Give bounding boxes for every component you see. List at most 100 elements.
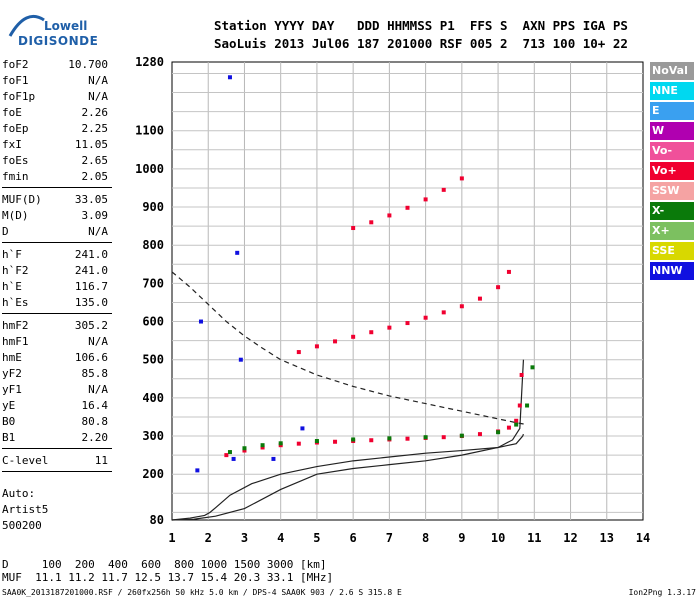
parameter-name: hmF2 [2, 319, 29, 332]
parameter-name: M(D) [2, 209, 29, 222]
data-point [227, 450, 232, 455]
parameter-name: foF1 [2, 74, 29, 87]
data-point [296, 441, 301, 446]
parameter-row: foEp 2.25 [2, 121, 112, 137]
y-tick-label: 1000 [135, 162, 164, 176]
data-point [423, 435, 428, 440]
parameter-value: 106.6 [74, 351, 108, 364]
x-tick-label: 1 [168, 531, 175, 545]
data-point [333, 439, 338, 444]
data-point [514, 418, 519, 423]
parameter-row: B0 80.8 [2, 414, 112, 430]
parameter-value: 2.05 [81, 170, 109, 183]
y-tick-label: 1100 [135, 124, 164, 138]
parameter-name: h`F [2, 248, 22, 261]
data-point [405, 205, 410, 210]
data-point [530, 365, 535, 370]
parameter-name: MUF(D) [2, 193, 42, 206]
parameter-value: 11 [94, 454, 108, 467]
data-point [517, 403, 522, 408]
data-point [227, 75, 232, 80]
x-tick-label: 12 [563, 531, 577, 545]
parameter-value: 116.7 [74, 280, 108, 293]
x-tick-label: 13 [600, 531, 614, 545]
data-point [459, 433, 464, 438]
data-point [224, 453, 229, 458]
legend-item: X- [650, 202, 694, 220]
data-point [278, 441, 283, 446]
data-point [506, 269, 511, 274]
data-point [351, 334, 356, 339]
y-tick-label: 900 [142, 200, 164, 214]
parameter-value: N/A [88, 383, 108, 396]
parameter-row: h`F2 241.0 [2, 263, 112, 279]
auto-artist: Artist5 [2, 503, 49, 516]
parameter-row: D N/A [2, 224, 112, 240]
data-point [235, 250, 240, 255]
data-point [231, 456, 236, 461]
parameter-row: h`Es 135.0 [2, 295, 112, 311]
profile-curve [171, 271, 528, 426]
parameter-row: fxI 11.05 [2, 137, 112, 153]
parameter-name: yE [2, 399, 16, 412]
data-point [405, 436, 410, 441]
data-point [387, 213, 392, 218]
parameter-row: foF1p N/A [2, 89, 112, 105]
parameter-row: foF2 10.700 [2, 57, 112, 73]
data-point [351, 226, 356, 231]
data-point [441, 187, 446, 192]
parameter-name: h`E [2, 280, 22, 293]
x-tick-label: 6 [350, 531, 357, 545]
parameter-name: foEs [2, 154, 29, 167]
plot-area [171, 61, 644, 521]
legend-item: SSW [650, 182, 694, 200]
parameter-name: yF2 [2, 367, 22, 380]
data-point [369, 438, 374, 443]
data-point [351, 437, 356, 442]
data-point [195, 468, 200, 473]
x-tick-label: 10 [491, 531, 505, 545]
parameter-name: fmin [2, 170, 29, 183]
parameter-value: 241.0 [74, 248, 108, 261]
y-tick-label: 600 [142, 315, 164, 329]
digisonde-logo: Lowell DIGISONDE [6, 10, 98, 48]
y-tick-label: 1280 [135, 55, 164, 69]
parameter-name: foF2 [2, 58, 29, 71]
data-point [441, 435, 446, 440]
parameter-separator [2, 187, 112, 188]
parameter-value: 10.700 [68, 58, 108, 71]
parameter-row: MUF(D) 33.05 [2, 192, 112, 208]
parameter-value: 2.65 [81, 154, 109, 167]
parameter-row: C-level 11 [2, 453, 112, 469]
data-point [423, 315, 428, 320]
parameter-row: hmF1 N/A [2, 334, 112, 350]
y-tick-label: 800 [142, 238, 164, 252]
parameter-separator [2, 313, 112, 314]
parameter-value: 241.0 [74, 264, 108, 277]
x-tick-label: 8 [422, 531, 429, 545]
parameter-value: 33.05 [74, 193, 108, 206]
file-info: SAA0K_2013187201000.RSF / 260fx256h 50 k… [2, 588, 402, 597]
parameter-value: 135.0 [74, 296, 108, 309]
profile-curve [171, 359, 525, 521]
data-point [198, 319, 203, 324]
x-tick-label: 7 [386, 531, 393, 545]
auto-scaling-info: Auto: Artist5 500200 [2, 486, 48, 534]
station-header-values: SaoLuis 2013 Jul06 187 201000 RSF 005 2 … [214, 36, 628, 51]
parameter-row: foE 2.26 [2, 105, 112, 121]
parameter-name: foEp [2, 122, 29, 135]
parameter-value: 11.05 [74, 138, 108, 151]
parameter-separator [2, 242, 112, 243]
distance-row: D 100 200 400 600 800 1000 1500 3000 [km… [2, 558, 327, 571]
parameter-separator [2, 448, 112, 449]
parameter-name: B1 [2, 431, 16, 444]
x-tick-label: 5 [313, 531, 320, 545]
y-tick-label: 200 [142, 467, 164, 481]
y-tick-label: 700 [142, 276, 164, 290]
parameter-value: N/A [88, 225, 108, 238]
parameter-name: hmF1 [2, 335, 29, 348]
x-tick-label: 11 [527, 531, 541, 545]
parameter-row: yF2 85.8 [2, 366, 112, 382]
parameter-value: N/A [88, 90, 108, 103]
parameter-name: foE [2, 106, 22, 119]
